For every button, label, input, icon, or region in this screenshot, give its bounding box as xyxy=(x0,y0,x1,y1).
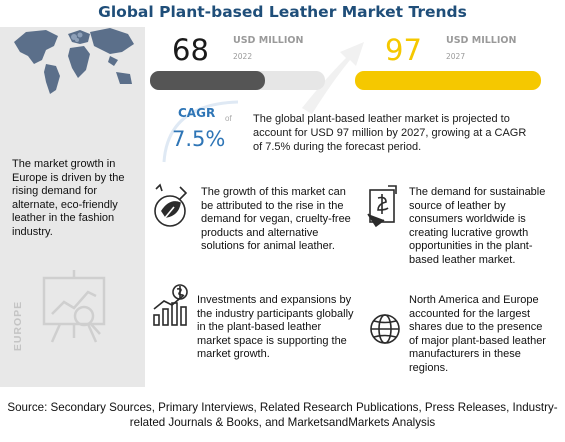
market-2027-value: 97 xyxy=(385,33,422,67)
market-2027-bar xyxy=(355,71,541,90)
market-2022-bar-track xyxy=(150,71,325,90)
market-2027-unit: USD MILLION xyxy=(446,35,517,46)
presentation-board-icon xyxy=(42,270,106,343)
market-2022-year: 2022 xyxy=(233,52,253,61)
market-2022-bar-fill xyxy=(150,71,265,90)
projection-text: The global plant-based leather market is… xyxy=(253,113,527,153)
region-label: EUROPE xyxy=(12,300,24,352)
page-title: Global Plant-based Leather Market Trends xyxy=(98,3,467,21)
growth-arrow-watermark-icon xyxy=(302,42,364,114)
investment-chart-icon xyxy=(153,284,188,326)
market-2022-value: 68 xyxy=(172,33,209,67)
cagr-value: 7.5% xyxy=(172,127,226,151)
vegan-leaf-icon xyxy=(154,183,188,227)
left-panel xyxy=(0,27,145,387)
europe-driver-text: The market growth in Europe is driven by… xyxy=(12,158,125,238)
market-2027-year: 2027 xyxy=(446,52,466,61)
globe-icon xyxy=(370,314,400,344)
cagr-of-text: of xyxy=(225,114,232,123)
cagr-label: CAGR xyxy=(178,106,216,120)
cagr-arc-decoration xyxy=(162,100,239,163)
world-map-icon xyxy=(14,28,134,94)
market-2022-unit: USD MILLION xyxy=(233,35,304,46)
sustainable-money-icon xyxy=(367,185,397,228)
finding-text-investment: Investments and expansions by the indust… xyxy=(197,294,354,361)
source-note: Source: Secondary Sources, Primary Inter… xyxy=(7,401,558,429)
finding-text-regions: North America and Europe accounted for t… xyxy=(409,294,546,374)
finding-text-sustainable: The demand for sustainable source of lea… xyxy=(409,186,546,266)
finding-text-vegan: The growth of this market can be attribu… xyxy=(201,186,351,253)
